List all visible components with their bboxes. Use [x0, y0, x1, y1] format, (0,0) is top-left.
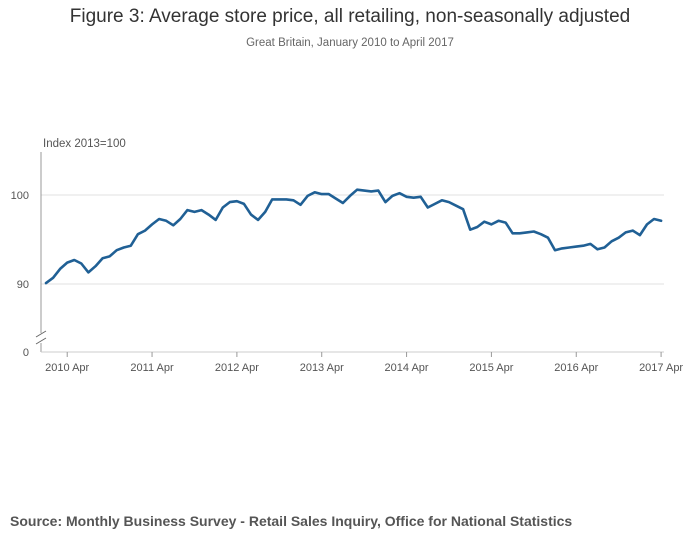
- y-axis-label: Index 2013=100: [43, 138, 126, 150]
- axis-break-mark: [35, 330, 47, 338]
- x-tick-label: 2011 Apr: [130, 362, 174, 374]
- series-line: [44, 188, 663, 285]
- x-axis-ticks: 2010 Apr 2011 Apr 2012 Apr 2013 Apr 2014 Apr…: [45, 352, 683, 374]
- chart-subtitle: Great Britain, January 2010 to April 201…: [246, 37, 454, 49]
- axis-break-mark: [35, 337, 47, 345]
- x-tick-label: 2017 Apr: [639, 362, 683, 374]
- x-tick-label: 2012 Apr: [215, 362, 259, 374]
- y-tick-label: 0: [23, 347, 29, 359]
- x-tick-label: 2013 Apr: [300, 362, 344, 374]
- y-tick-label: 100: [11, 190, 29, 202]
- y-axis-ticks: 0 90 100: [11, 190, 29, 359]
- y-tick-label: 90: [17, 279, 29, 291]
- source-note: Source: Monthly Business Survey - Retail…: [10, 513, 573, 529]
- x-tick-label: 2015 Apr: [469, 362, 513, 374]
- x-tick-label: 2016 Apr: [554, 362, 598, 374]
- x-tick-label: 2014 Apr: [385, 362, 429, 374]
- series-layer: [44, 188, 663, 285]
- x-tick-label: 2010 Apr: [45, 362, 89, 374]
- axes: [35, 152, 664, 353]
- chart-title: Figure 3: Average store price, all retai…: [69, 6, 631, 27]
